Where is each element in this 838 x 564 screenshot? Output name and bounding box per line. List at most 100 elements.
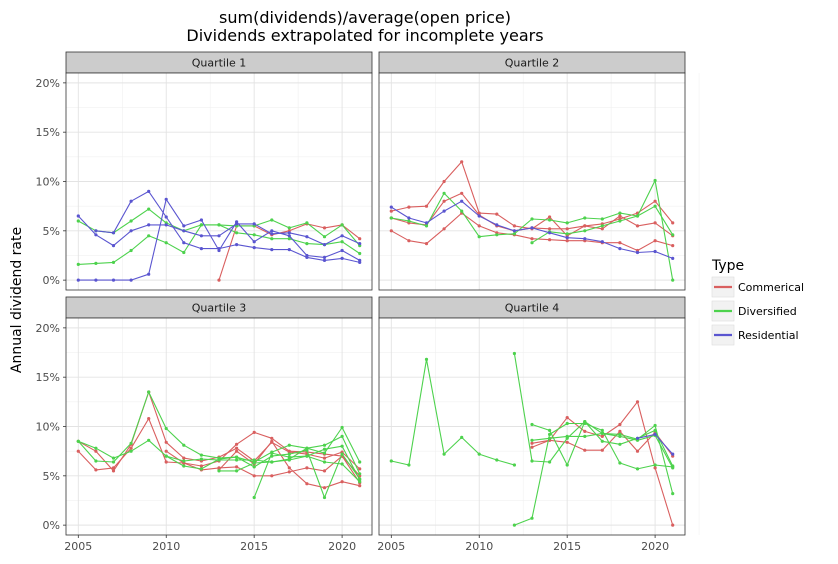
data-point (94, 449, 98, 453)
data-point (305, 242, 309, 246)
data-point (635, 250, 640, 255)
data-point (235, 458, 239, 462)
series-line-diversified (391, 358, 515, 466)
data-point (235, 449, 239, 453)
data-point (270, 474, 274, 478)
data-point (600, 227, 604, 231)
data-point (565, 440, 569, 444)
y-tick-label: 10% (36, 176, 60, 189)
data-point (129, 199, 133, 203)
data-point (322, 255, 327, 259)
data-point (164, 215, 168, 219)
data-point (76, 219, 80, 223)
data-point (618, 214, 622, 218)
legend-label: Residential (738, 329, 799, 342)
data-point (94, 278, 98, 282)
data-point (111, 466, 116, 470)
x-tick-label: 2020 (328, 540, 356, 553)
data-point (322, 243, 327, 247)
data-point (199, 467, 203, 471)
data-point (270, 439, 274, 443)
data-point (548, 231, 552, 235)
x-tick-label: 2005 (64, 540, 92, 553)
data-point (182, 443, 186, 447)
data-point (600, 431, 604, 435)
data-point (322, 226, 327, 230)
data-point (512, 463, 517, 467)
data-point (565, 227, 569, 231)
y-axis-label: Annual dividend rate (9, 227, 25, 373)
data-point (565, 236, 569, 240)
data-point (548, 428, 552, 432)
data-point (217, 223, 221, 227)
data-point (164, 460, 168, 464)
y-tick-label: 15% (36, 126, 60, 139)
data-point (217, 469, 221, 473)
series-line-diversified (165, 449, 361, 499)
data-point (442, 452, 446, 456)
data-point (199, 218, 203, 222)
data-point (147, 234, 151, 238)
data-point (322, 460, 327, 464)
data-point (287, 226, 291, 230)
chart-title-line-1: sum(dividends)/average(open price) (219, 8, 511, 27)
data-point (530, 459, 534, 463)
data-point (182, 241, 186, 245)
data-point (407, 463, 411, 467)
data-point (389, 216, 393, 220)
data-point (322, 235, 327, 239)
data-point (653, 463, 657, 467)
data-point (565, 239, 569, 243)
data-point (460, 209, 464, 213)
data-point (199, 234, 203, 238)
data-point (358, 467, 362, 471)
data-point (147, 223, 151, 227)
data-point (76, 214, 80, 218)
data-point (287, 458, 291, 462)
data-point (495, 223, 499, 227)
data-point (287, 449, 291, 453)
data-point (671, 233, 675, 237)
data-point (199, 464, 203, 468)
data-point (111, 244, 116, 248)
data-point (111, 460, 116, 464)
data-point (164, 223, 168, 227)
data-point (164, 454, 168, 458)
facet-panels: Quartile 1 0% 5% 10% 15% 20% Quartile 2 Quartil… (36, 51, 700, 553)
data-point (252, 222, 256, 226)
data-point (164, 426, 168, 431)
data-point (358, 460, 362, 464)
data-point (94, 261, 98, 265)
data-point (512, 229, 517, 233)
data-point (653, 432, 657, 436)
data-point (305, 466, 309, 470)
data-point (270, 451, 274, 455)
data-point (147, 189, 151, 193)
data-point (182, 250, 186, 255)
data-point (407, 216, 411, 220)
data-point (548, 460, 552, 464)
data-point (635, 449, 640, 453)
data-point (322, 469, 327, 473)
data-point (477, 214, 481, 218)
data-point (129, 441, 133, 445)
data-point (530, 226, 534, 230)
series-line-commerical (165, 431, 361, 477)
data-point (340, 480, 344, 484)
data-point (235, 446, 239, 450)
data-point (635, 224, 640, 228)
data-point (305, 448, 309, 452)
data-point (460, 199, 464, 203)
data-point (270, 436, 274, 440)
series-group (389, 351, 675, 527)
data-point (512, 351, 517, 356)
data-point (600, 434, 604, 438)
data-point (111, 231, 116, 235)
data-point (305, 221, 309, 225)
data-point (252, 246, 256, 250)
data-point (129, 446, 133, 450)
facet-panel-3: Quartile 3 0% 5% 10% 15% 20% 2005 2010 2015 2020 (36, 296, 387, 553)
data-point (358, 484, 362, 488)
data-point (389, 459, 393, 463)
